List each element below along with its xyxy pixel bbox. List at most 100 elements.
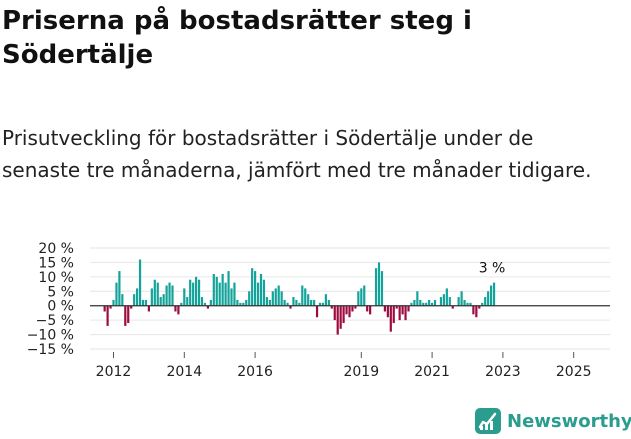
bar (442, 294, 445, 306)
last-value-label: 3 % (479, 261, 506, 277)
bar (369, 305, 372, 315)
bar (239, 302, 242, 306)
bar (318, 302, 322, 306)
bar (271, 291, 274, 306)
bar (212, 273, 215, 306)
page-title: Priserna på bostadsrätter steg i Södertä… (2, 6, 472, 70)
bar (289, 305, 292, 309)
bar (233, 282, 236, 306)
bar (333, 305, 336, 321)
bar (339, 305, 342, 329)
bar (395, 305, 398, 309)
brand-name: Newsworthy (507, 410, 631, 432)
bar (469, 302, 472, 306)
bar (162, 294, 165, 306)
bar (404, 305, 407, 321)
bar (203, 302, 207, 306)
bar (445, 288, 448, 306)
bars (103, 259, 496, 335)
bar (377, 262, 381, 306)
bar (457, 297, 460, 306)
bar (147, 305, 150, 312)
y-tick-label: −5 % (36, 313, 74, 329)
grid-lines (90, 247, 610, 350)
chart-subtitle: Prisutveckling för bostadsrätter i Söder… (2, 126, 592, 182)
bar (413, 299, 416, 306)
bar (295, 299, 298, 306)
y-tick-label: −10 % (27, 328, 74, 344)
y-tick-label: 20 % (38, 241, 74, 257)
bar (215, 276, 218, 306)
bar (360, 288, 363, 306)
bar (327, 299, 330, 306)
x-tick-label: 2021 (414, 364, 450, 376)
bar (380, 271, 384, 306)
bar (490, 285, 493, 306)
y-tick-label: 15 % (38, 255, 74, 271)
bar (165, 285, 168, 306)
x-tick-label: 2016 (237, 364, 273, 376)
y-axis-ticks: 20 %15 %10 %5 %0 %−5 %−10 %−15 % (27, 241, 74, 358)
x-tick-label: 2023 (485, 364, 521, 376)
bar (174, 305, 177, 312)
bar (274, 288, 277, 306)
bar (481, 302, 484, 306)
bar (354, 305, 357, 309)
bar (466, 302, 469, 306)
bar (141, 299, 145, 306)
bar (448, 297, 451, 306)
bar (206, 305, 209, 309)
bar (324, 294, 327, 306)
bar (425, 302, 428, 306)
bar (183, 288, 186, 306)
bar (366, 305, 369, 312)
bar (262, 279, 266, 306)
bar (242, 302, 245, 306)
bar (224, 282, 227, 306)
bar (389, 305, 392, 332)
bar (345, 305, 348, 315)
x-tick-label: 2012 (96, 364, 132, 376)
bar (392, 305, 395, 324)
bar (386, 305, 389, 318)
x-tick-label: 2014 (166, 364, 202, 376)
bar (268, 299, 271, 306)
bar (321, 302, 325, 306)
bar (363, 285, 366, 306)
y-tick-label: 0 % (47, 299, 74, 315)
bar (307, 294, 310, 306)
bar (313, 299, 316, 306)
bar (286, 302, 289, 306)
bar (106, 305, 109, 326)
x-tick-label: 2019 (343, 364, 379, 376)
bar (156, 282, 159, 306)
bar (304, 288, 307, 306)
bar (153, 279, 156, 306)
bar (121, 294, 124, 306)
bar (478, 305, 481, 309)
newsworthy-logo: Newsworthy (475, 408, 631, 434)
bar (218, 282, 221, 306)
x-axis-ticks: 2012 2014 2016 2019 2021 2023 2025 (96, 352, 592, 376)
newsworthy-logo-icon (475, 408, 501, 434)
bar (103, 305, 106, 312)
bar (200, 297, 204, 306)
bar (439, 297, 443, 306)
bar-chart: 20 %15 %10 %5 %0 %−5 %−10 %−15 % 2012 201… (27, 241, 610, 376)
bar (330, 305, 333, 309)
bar (410, 302, 413, 306)
bar (138, 259, 142, 306)
bar (109, 305, 112, 309)
bar (484, 297, 487, 306)
x-tick-label: 2025 (556, 364, 592, 376)
bar (431, 302, 434, 306)
bar (177, 305, 180, 315)
bar (357, 291, 360, 306)
bar (256, 282, 260, 306)
bar (251, 268, 254, 306)
bar (348, 305, 351, 318)
y-tick-label: 5 % (47, 284, 74, 300)
bar (487, 291, 490, 306)
bar (150, 288, 153, 306)
bar (460, 291, 463, 306)
